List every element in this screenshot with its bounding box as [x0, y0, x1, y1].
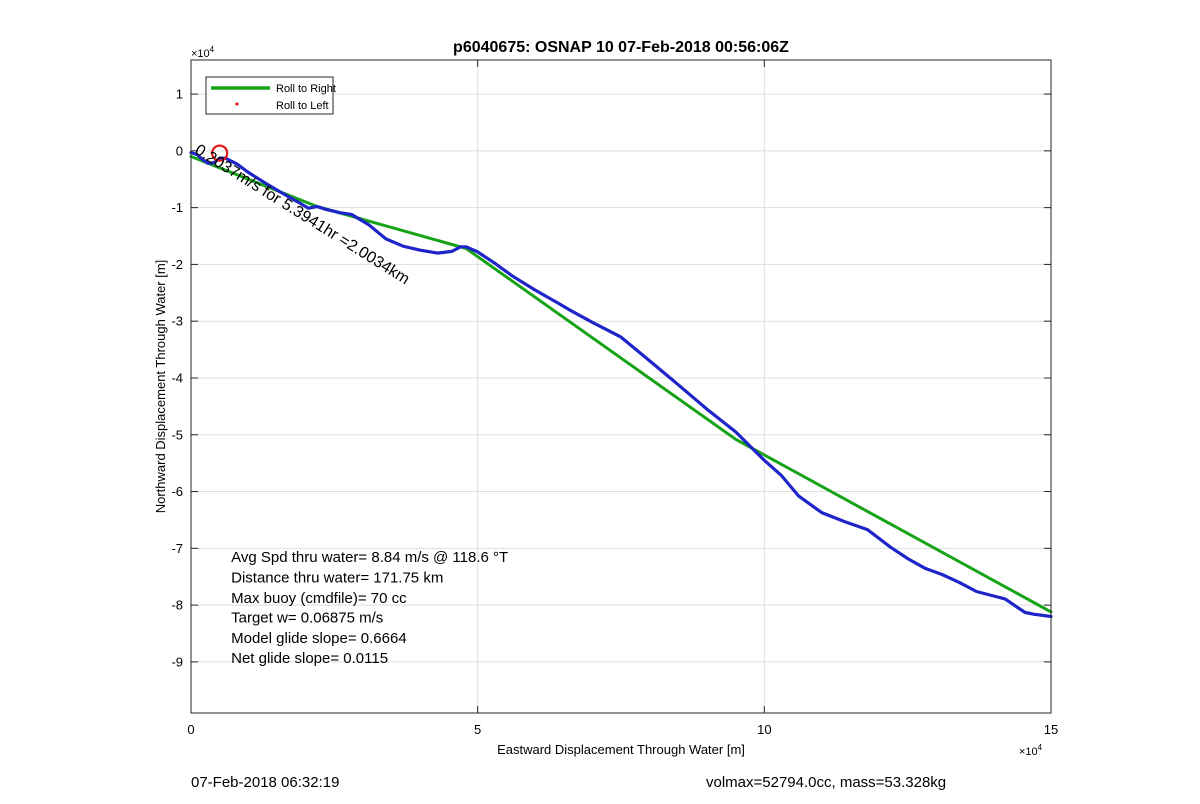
stats-text-line: Net glide slope= 0.0115	[231, 650, 388, 667]
x-tick-label: 0	[187, 722, 194, 737]
axes-box	[190, 59, 1052, 714]
y-tick-label: -3	[171, 314, 183, 329]
plot-area	[191, 60, 1051, 713]
legend-box	[205, 76, 334, 115]
footer-volume-mass: volmax=52794.0cc, mass=53.328kg	[706, 774, 947, 791]
x-tick-label: 15	[1044, 722, 1058, 737]
stats-text-line: Max buoy (cmdfile)= 70 cc	[231, 590, 407, 607]
y-tick-label: -1	[171, 200, 183, 215]
y-tick-label: -2	[171, 257, 183, 272]
x-exponent-power: 4	[1038, 743, 1043, 752]
stats-text-line: Avg Spd thru water= 8.84 m/s @ 118.6 °T	[231, 549, 508, 566]
y-tick-label: -8	[171, 598, 183, 613]
y-tick-label: 0	[176, 143, 183, 158]
y-tick-label: -9	[171, 654, 183, 669]
y-exponent-label: ×104	[191, 45, 215, 60]
legend: Roll to Right Roll to Left	[205, 76, 336, 115]
stats-text-line: Model glide slope= 0.6664	[231, 630, 407, 647]
y-tick-label: 1	[176, 87, 183, 102]
marker-red-circle	[211, 144, 229, 162]
footer-timestamp: 07-Feb-2018 06:32:19	[191, 774, 340, 791]
x-tick-label: 10	[757, 722, 771, 737]
stats-text-line: Target w= 0.06875 m/s	[231, 610, 383, 627]
legend-label: Roll to Left	[276, 100, 329, 112]
x-tick-label: 5	[474, 722, 481, 737]
series-line-track	[189, 151, 1053, 619]
chart-title: p6040675: OSNAP 10 07-Feb-2018 00:56:06Z	[453, 39, 789, 56]
x-axis-label: Eastward Displacement Through Water [m]	[497, 742, 745, 757]
y-tick-label: -7	[171, 541, 183, 556]
legend-label: Roll to Right	[276, 83, 336, 95]
y-axis-label: Northward Displacement Through Water [m]	[153, 260, 168, 514]
legend-dot-swatch	[235, 102, 239, 106]
x-exponent-label: ×104	[1019, 743, 1043, 758]
stats-text-line: Distance thru water= 171.75 km	[231, 569, 443, 586]
y-tick-label: -6	[171, 484, 183, 499]
chart-svg: 0 5 10 1510-1-2-3-4-5-6-7-8-9×104×104p60406…	[153, 39, 1058, 758]
y-exponent-power: 4	[210, 45, 215, 54]
y-tick-label: -4	[171, 370, 183, 385]
y-tick-label: -5	[171, 427, 183, 442]
